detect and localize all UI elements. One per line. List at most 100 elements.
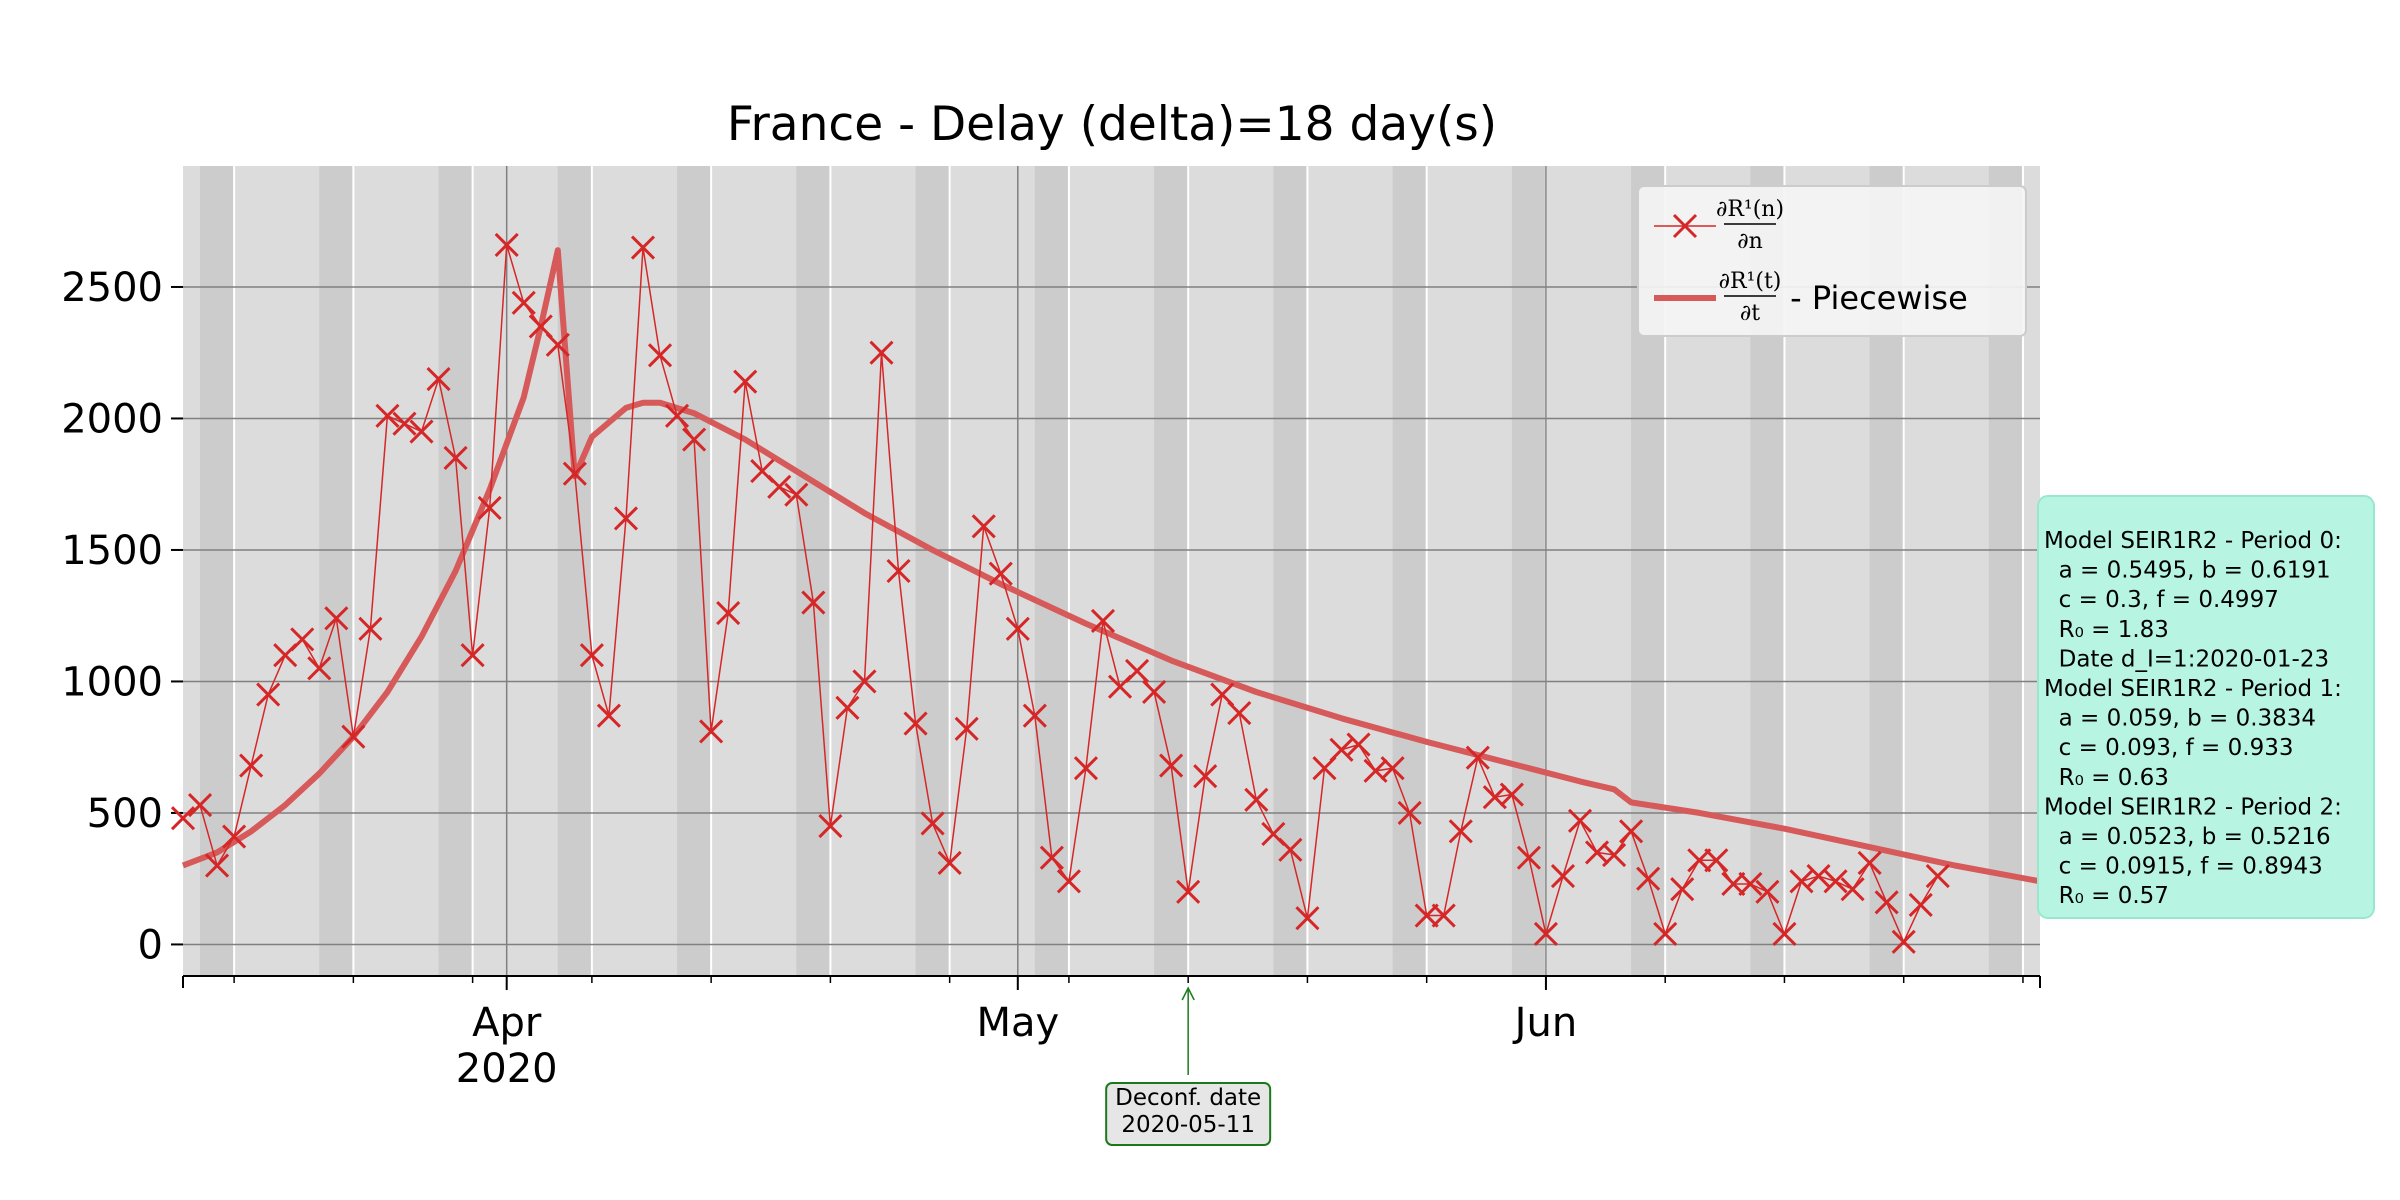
observed-marker [494, 232, 519, 257]
observed-marker [375, 403, 400, 428]
observed-marker [1567, 808, 1593, 833]
deconf-box [1105, 1082, 1272, 1146]
observed-marker [1142, 679, 1167, 705]
observed-marker [1295, 906, 1320, 931]
legend-label-piecewise-numerator: ∂R¹(t) [1719, 269, 1782, 294]
observed-marker [1227, 700, 1252, 726]
observed-marker [1039, 845, 1064, 870]
observed-marker [307, 656, 332, 681]
observed-marker [1176, 879, 1201, 904]
observed-marker [801, 590, 826, 615]
legend: ∂R¹(n) ∂n ∂R¹(t) ∂t - Piecewise [1637, 185, 2027, 337]
weekend-band [915, 166, 950, 976]
observed-marker [1789, 869, 1814, 894]
observed-marker [1840, 877, 1865, 902]
observed-marker [1806, 864, 1831, 889]
observed-marker [1431, 903, 1456, 928]
observed-marker [613, 506, 639, 531]
weekend-band [677, 166, 712, 976]
deconf-arrowhead [1181, 986, 1195, 1001]
observed-marker [1925, 864, 1950, 889]
observed-marker [1533, 921, 1559, 946]
y-tick-label: 0 [138, 922, 163, 968]
weekend-band [1034, 166, 1069, 976]
observed-marker [1414, 903, 1439, 928]
observed-marker [460, 643, 485, 668]
observed-marker [1090, 608, 1116, 634]
weekend-band [1154, 166, 1189, 976]
observed-marker [988, 561, 1013, 586]
weekend-band [1392, 166, 1427, 976]
x-tick-label: Jun [1512, 1000, 1578, 1046]
observed-marker [205, 853, 230, 878]
observed-marker [1073, 756, 1099, 781]
observed-marker [665, 403, 690, 428]
observed-marker [596, 703, 621, 728]
legend-label-observed-denominator: ∂n [1737, 229, 1763, 254]
observed-marker [1056, 869, 1081, 894]
legend-label-piecewise-denominator: ∂t [1740, 301, 1760, 326]
chart-title: France - Delay (delta)=18 day(s) [727, 97, 1497, 152]
observed-marker [903, 711, 928, 736]
observed-marker [682, 427, 707, 452]
observed-marker [647, 343, 673, 368]
observed-marker [1346, 732, 1371, 757]
observed-marker [1891, 929, 1916, 954]
model-box-line: c = 0.0915, f = 0.8943 [2044, 854, 2323, 880]
observed-marker [886, 558, 911, 584]
observed-marker [699, 719, 724, 744]
observed-marker [1670, 877, 1695, 902]
model-box-frame [2037, 495, 2375, 919]
observed-marker [1159, 753, 1184, 778]
observed-marker [358, 616, 383, 641]
legend-marker-observed [1672, 213, 1698, 239]
observed-marker [1397, 800, 1422, 826]
deconf-label: Deconf. date [1115, 1085, 1261, 1111]
model-box-line: a = 0.0523, b = 0.5216 [2044, 824, 2331, 850]
y-tick-label: 1000 [61, 659, 163, 705]
observed-marker [1465, 745, 1490, 770]
observed-marker [1874, 890, 1899, 915]
observed-marker [392, 411, 417, 436]
observed-marker [562, 461, 587, 486]
observed-marker [1005, 616, 1030, 641]
observed-marker [1550, 864, 1576, 889]
observed-marker [852, 669, 877, 694]
observed-marker [222, 824, 247, 849]
observed-marker [1022, 703, 1047, 728]
observed-marker [324, 606, 349, 631]
series-piecewise [181, 247, 2041, 885]
observed-marker [545, 332, 570, 357]
observed-marker [971, 514, 996, 539]
weekend-band [1511, 166, 1546, 976]
observed-marker [937, 850, 962, 875]
model-box-line: a = 0.5495, b = 0.6191 [2044, 558, 2331, 584]
x-tick-label: May [976, 1000, 1059, 1046]
observed-marker [187, 792, 213, 818]
observed-marker [1738, 871, 1763, 897]
observed-marker [1619, 819, 1644, 844]
observed-line [182, 244, 1939, 944]
observed-marker [1721, 871, 1746, 897]
observed-marker [579, 643, 604, 668]
observed-marker [426, 366, 451, 392]
observed-marker [290, 627, 315, 652]
observed-marker [1448, 819, 1473, 844]
observed-marker [409, 419, 434, 444]
observed-marker [784, 482, 809, 507]
observed-marker [1755, 879, 1780, 904]
observed-marker [818, 814, 843, 839]
legend-label-piecewise-suffix: - Piecewise [1780, 279, 1968, 317]
observed-marker [767, 474, 792, 499]
observed-marker [239, 753, 264, 778]
observed-marker [869, 340, 894, 365]
model-box-line: Date d_I=1:2020-01-23 [2044, 646, 2329, 672]
model-box-line: R₀ = 1.83 [2044, 617, 2169, 643]
y-tick-label: 2000 [61, 396, 163, 442]
model-info-box: Model SEIR1R2 - Period 0: a = 0.5495, b … [2037, 495, 2375, 919]
observed-marker [170, 806, 196, 831]
observed-marker [443, 445, 468, 470]
x-tick-label: 2020 [456, 1046, 558, 1092]
